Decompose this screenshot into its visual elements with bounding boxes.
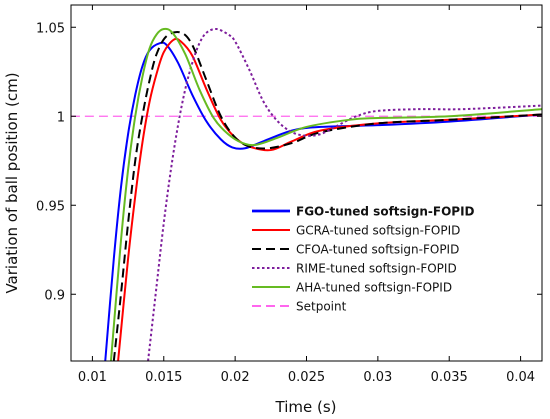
legend: FGO-tuned softsign-FOPID GCRA-tuned softs… (252, 205, 475, 314)
plot-area-group (70, 4, 543, 362)
x-axis: 0.01 0.015 0.02 0.025 0.03 0.035 0.04 (78, 5, 535, 385)
x-tick-label: 0.025 (288, 370, 325, 385)
series-line-aha (109, 27, 542, 361)
y-tick-label: 1.05 (36, 21, 65, 36)
y-tick-label: 1 (57, 110, 65, 125)
x-tick-label: 0.03 (363, 370, 392, 385)
legend-label: CFOA-tuned softsign-FOPID (296, 243, 459, 257)
series-line-fgo (104, 41, 542, 361)
legend-label: FGO-tuned softsign-FOPID (296, 205, 475, 219)
series-layer (71, 27, 542, 361)
legend-label: AHA-tuned softsign-FOPID (296, 281, 452, 295)
x-tick-label: 0.04 (506, 370, 535, 385)
legend-label: GCRA-tuned softsign-FOPID (296, 224, 460, 238)
series-line-gcra (117, 37, 542, 361)
x-tick-label: 0.035 (431, 370, 468, 385)
y-axis-title: Variation of ball position (cm) (3, 72, 21, 293)
plot-area (71, 5, 542, 361)
y-tick-label: 0.9 (44, 288, 65, 303)
y-tick-label: 0.95 (36, 199, 65, 214)
x-tick-label: 0.02 (221, 370, 250, 385)
x-tick-label: 0.015 (145, 370, 182, 385)
series-line-cfoa (112, 31, 542, 361)
legend-label: Setpoint (296, 300, 347, 314)
legend-label: RIME-tuned softsign-FOPID (296, 262, 457, 276)
y-axis: 0.9 0.95 1 1.05 (36, 21, 542, 303)
series-line-rime (147, 27, 542, 361)
x-axis-title: Time (s) (275, 398, 337, 416)
x-tick-label: 0.01 (78, 370, 107, 385)
